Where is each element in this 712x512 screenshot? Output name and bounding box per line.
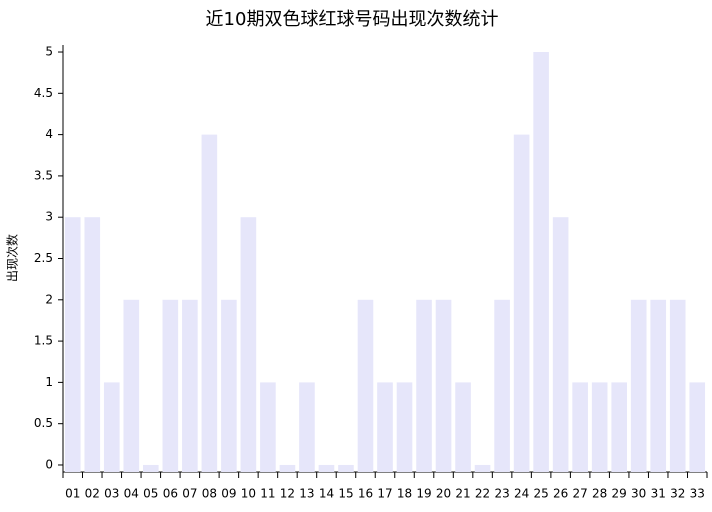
chart-title: 近10期双色球红球号码出现次数统计 [206,9,499,30]
y-tick-label: 3 [45,210,53,224]
x-tick-label: 24 [514,487,529,501]
x-tick-label: 18 [397,487,412,501]
x-tick-label: 31 [651,487,666,501]
bar [494,299,510,472]
bar [396,382,413,472]
bar [103,382,120,472]
bar [650,299,667,472]
bar [533,52,549,472]
y-tick-label: 4 [45,127,53,141]
bar [630,299,647,472]
x-tick-label: 05 [143,487,158,501]
x-tick-label: 02 [85,487,100,501]
x-tick-label: 06 [163,487,178,501]
bar [84,217,101,472]
bar [64,217,81,472]
bar [318,464,335,472]
y-tick-label: 4.5 [34,86,53,100]
bar [240,217,257,472]
bar [689,382,706,472]
x-tick-label: 22 [475,487,490,501]
x-tick-label: 33 [690,487,705,501]
x-tick-label: 25 [533,487,548,501]
y-tick-label: 1.5 [34,334,53,348]
x-tick-label: 29 [612,487,627,501]
bar [377,382,393,472]
bar [552,217,569,472]
bar [455,382,471,472]
bar [435,299,452,472]
y-tick-label: 3.5 [34,168,53,182]
y-tick-label: 2 [45,292,53,306]
y-tick-label: 2.5 [34,251,53,265]
bar [416,299,432,472]
x-tick-label: 17 [377,487,392,501]
bar [611,382,627,472]
bar [299,382,315,472]
x-tick-label: 32 [670,487,685,501]
bar [669,299,686,472]
bar [260,382,276,472]
bar [474,464,491,472]
bar [357,299,374,472]
x-tick-label: 15 [338,487,353,501]
x-tick-label: 28 [592,487,607,501]
bar [162,299,179,472]
x-tick-label: 26 [553,487,568,501]
x-tick-label: 30 [631,487,646,501]
bar [201,134,218,472]
y-tick-label: 0 [45,457,53,471]
bar [591,382,608,472]
x-tick-label: 19 [416,487,431,501]
bar [182,299,198,472]
bar [221,299,237,472]
bar [513,134,530,472]
x-tick-label: 27 [573,487,588,501]
y-axis-label: 出现次数 [5,234,20,282]
y-tick-label: 1 [45,375,53,389]
x-tick-label: 09 [221,487,236,501]
x-tick-label: 03 [104,487,119,501]
bar [143,464,159,472]
bar [123,299,140,472]
x-tick-label: 23 [494,487,509,501]
x-tick-label: 13 [299,487,314,501]
bar [338,464,354,472]
x-tick-label: 16 [358,487,373,501]
y-tick-label: 5 [45,45,53,59]
x-tick-label: 20 [436,487,451,501]
x-tick-label: 21 [455,487,470,501]
x-tick-label: 01 [65,487,80,501]
bar [572,382,588,472]
x-tick-label: 07 [182,487,197,501]
y-tick-label: 0.5 [34,416,53,430]
x-tick-label: 04 [124,487,139,501]
x-tick-label: 11 [260,487,275,501]
x-tick-label: 10 [241,487,256,501]
x-tick-label: 14 [319,487,334,501]
bar [279,464,296,472]
x-tick-label: 12 [280,487,295,501]
x-tick-label: 08 [202,487,217,501]
